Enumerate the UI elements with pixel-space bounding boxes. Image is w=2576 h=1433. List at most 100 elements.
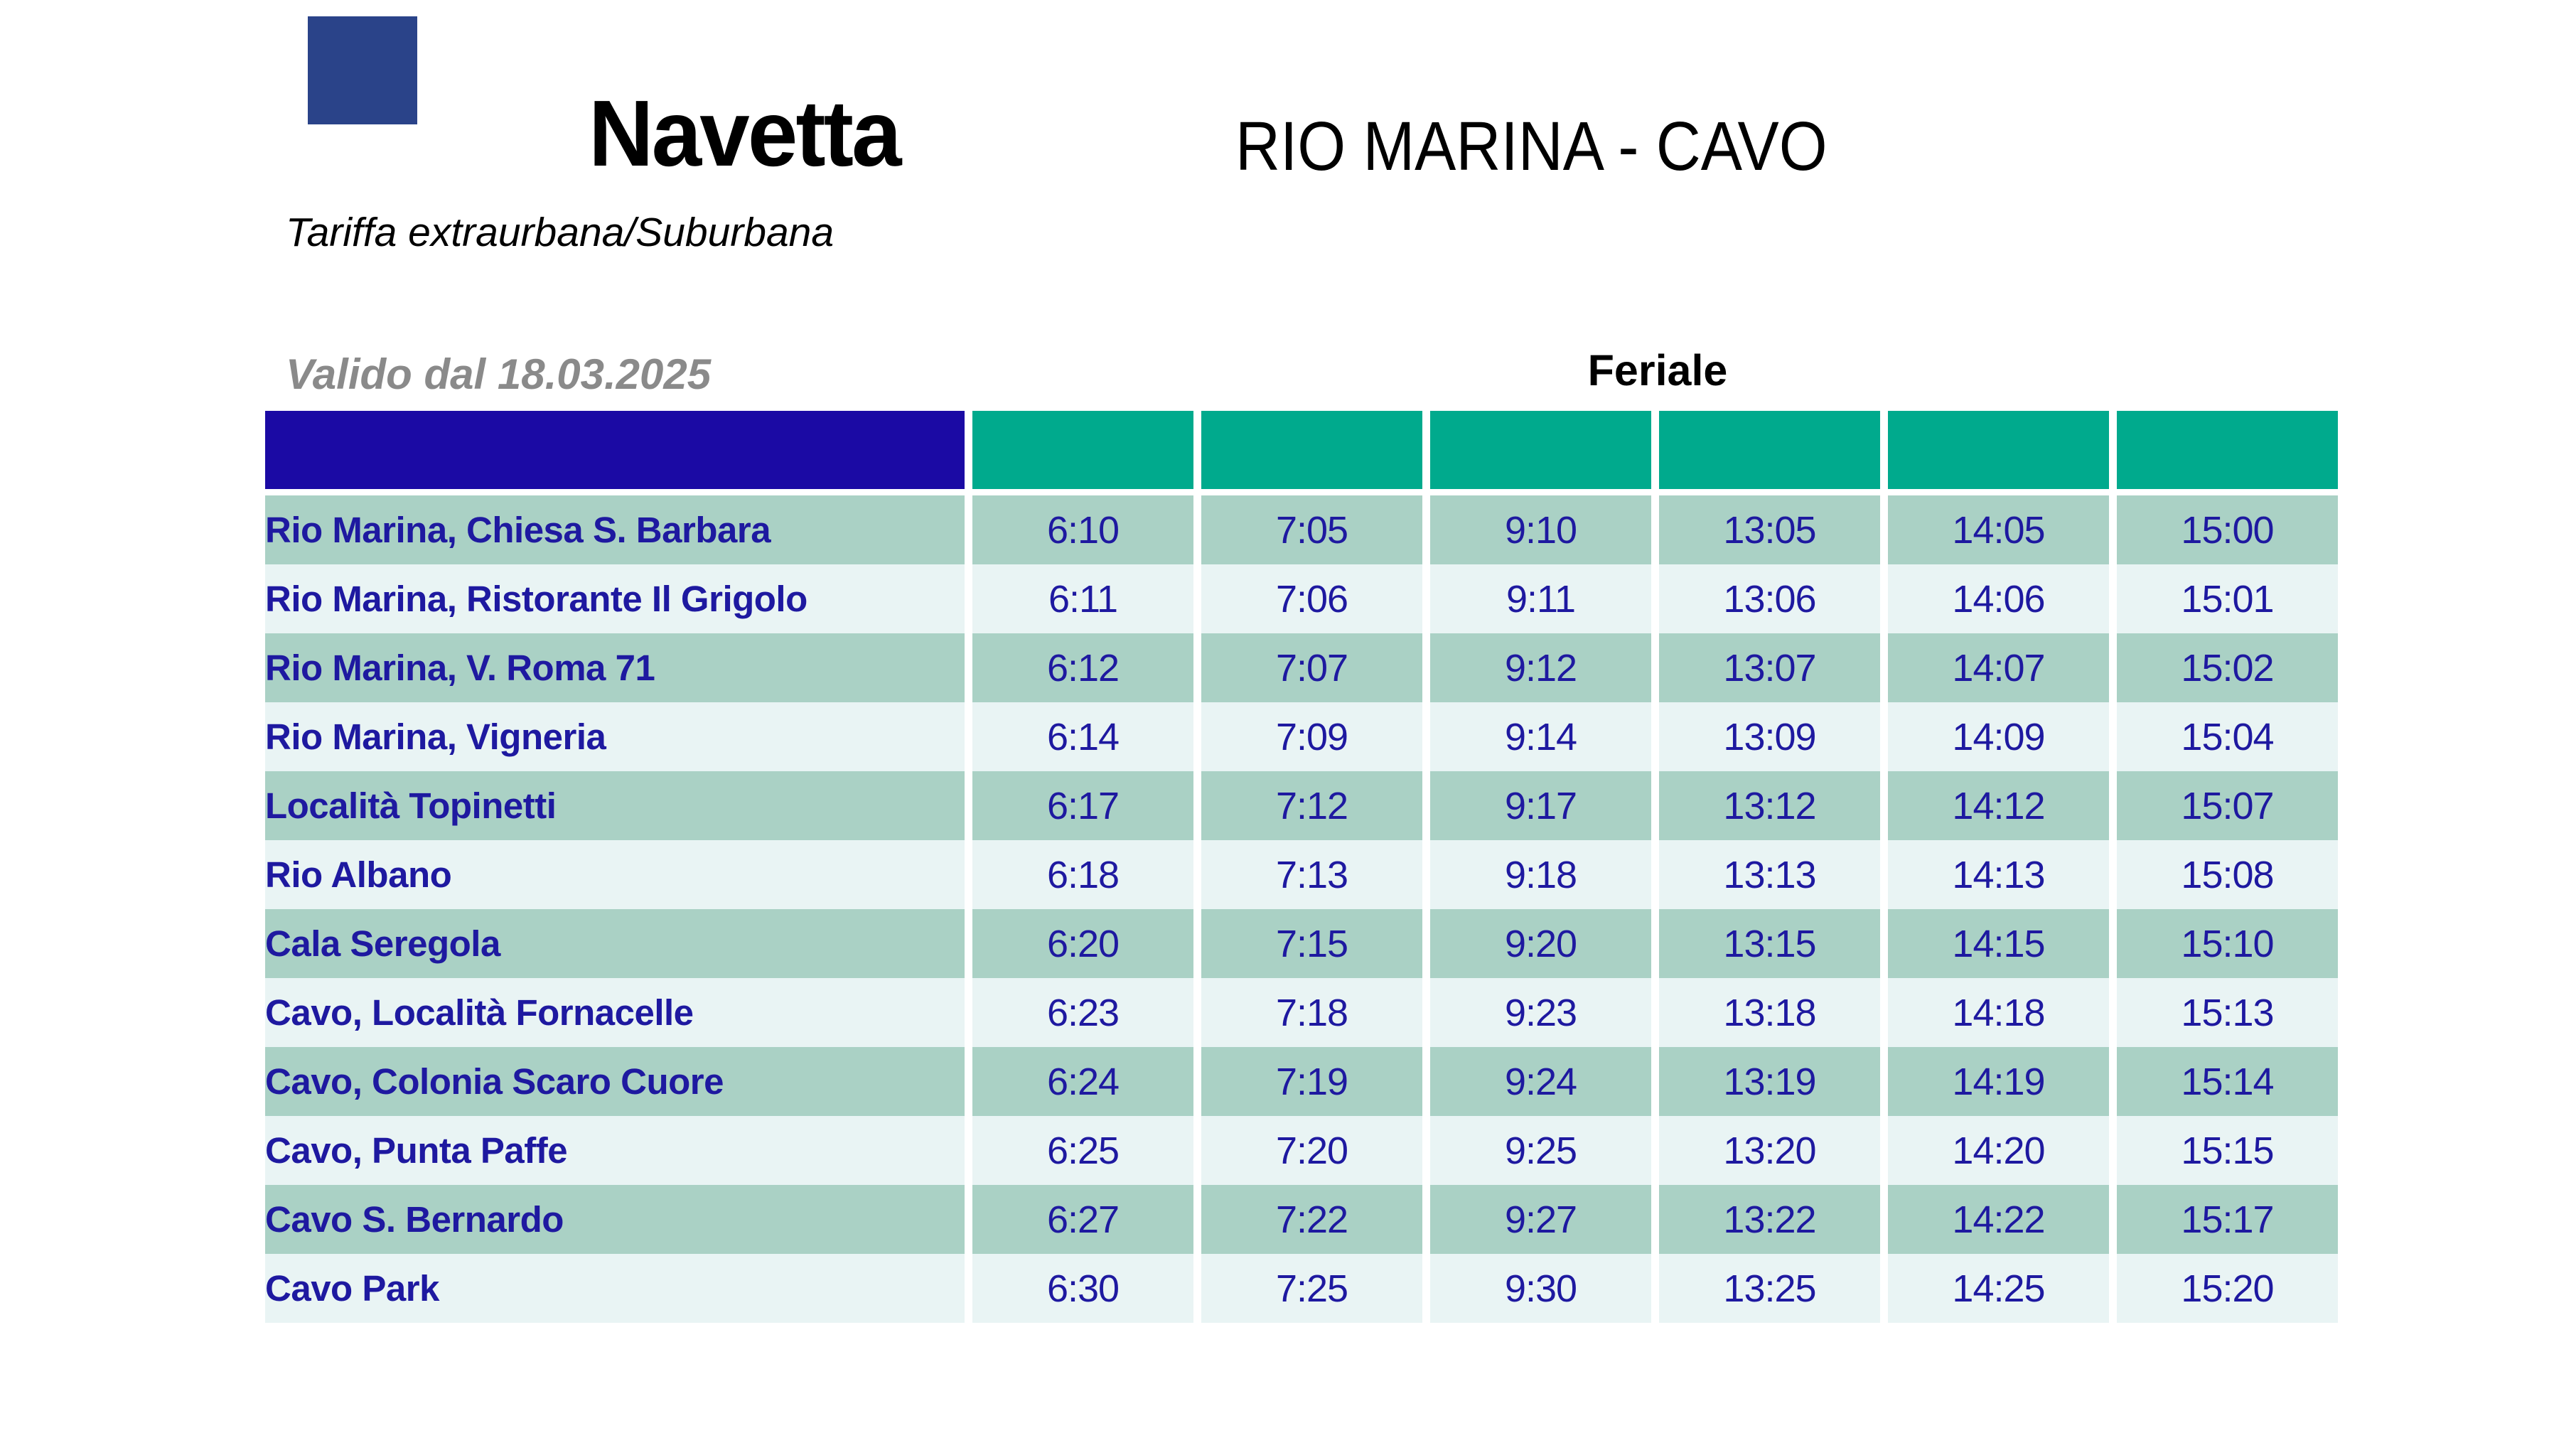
time-cell: 6:12 (972, 633, 1193, 702)
time-cell: 6:14 (972, 702, 1193, 771)
time-cell: 15:02 (2117, 633, 2338, 702)
time-cell: 15:04 (2117, 702, 2338, 771)
time-cell: 15:14 (2117, 1047, 2338, 1116)
time-cell: 13:06 (1659, 564, 1880, 633)
time-cell: 13:09 (1659, 702, 1880, 771)
time-cell: 14:05 (1888, 495, 2109, 564)
time-cell: 14:18 (1888, 978, 2109, 1047)
table-row: Rio Albano 6:18 7:13 9:18 13:13 14:13 15:08 (265, 840, 2338, 909)
time-column-header (2117, 411, 2338, 495)
time-cell: 14:15 (1888, 909, 2109, 978)
time-cell: 14:20 (1888, 1116, 2109, 1185)
time-cell: 15:01 (2117, 564, 2338, 633)
time-cell: 13:20 (1659, 1116, 1880, 1185)
time-cell: 9:20 (1430, 909, 1651, 978)
time-cell: 7:25 (1201, 1254, 1422, 1323)
time-cell: 7:12 (1201, 771, 1422, 840)
table-row: Cavo Park 6:30 7:25 9:30 13:25 14:25 15:20 (265, 1254, 2338, 1323)
stop-name-cell: Cala Seregola (265, 909, 965, 978)
time-cell: 13:15 (1659, 909, 1880, 978)
time-cell: 14:13 (1888, 840, 2109, 909)
time-cell: 9:23 (1430, 978, 1651, 1047)
time-cell: 15:17 (2117, 1185, 2338, 1254)
time-cell: 15:07 (2117, 771, 2338, 840)
stop-name-cell: Cavo, Colonia Scaro Cuore (265, 1047, 965, 1116)
table-row: Rio Marina, Ristorante Il Grigolo 6:11 7:0… (265, 564, 2338, 633)
stop-name-cell: Cavo, Località Fornacelle (265, 978, 965, 1047)
time-cell: 6:10 (972, 495, 1193, 564)
time-column-header (1201, 411, 1422, 495)
time-cell: 9:17 (1430, 771, 1651, 840)
time-cell: 14:06 (1888, 564, 2109, 633)
stop-name-cell: Cavo S. Bernardo (265, 1185, 965, 1254)
time-cell: 6:17 (972, 771, 1193, 840)
time-cell: 15:00 (2117, 495, 2338, 564)
time-cell: 7:06 (1201, 564, 1422, 633)
time-cell: 14:19 (1888, 1047, 2109, 1116)
time-cell: 15:15 (2117, 1116, 2338, 1185)
time-cell: 15:20 (2117, 1254, 2338, 1323)
time-cell: 7:13 (1201, 840, 1422, 909)
header-row (265, 411, 2338, 495)
time-cell: 9:14 (1430, 702, 1651, 771)
time-cell: 6:24 (972, 1047, 1193, 1116)
time-cell: 15:10 (2117, 909, 2338, 978)
time-column-header (1659, 411, 1880, 495)
time-cell: 14:12 (1888, 771, 2109, 840)
time-cell: 9:11 (1430, 564, 1651, 633)
time-cell: 7:15 (1201, 909, 1422, 978)
time-cell: 14:09 (1888, 702, 2109, 771)
time-cell: 9:30 (1430, 1254, 1651, 1323)
time-cell: 7:18 (1201, 978, 1422, 1047)
time-cell: 6:20 (972, 909, 1193, 978)
stop-name-cell: Località Topinetti (265, 771, 965, 840)
time-cell: 13:18 (1659, 978, 1880, 1047)
stop-name-cell: Rio Albano (265, 840, 965, 909)
time-cell: 6:18 (972, 840, 1193, 909)
time-cell: 7:20 (1201, 1116, 1422, 1185)
time-cell: 9:27 (1430, 1185, 1651, 1254)
table-row: Cavo, Località Fornacelle 6:23 7:18 9:23 13:… (265, 978, 2338, 1047)
time-cell: 9:25 (1430, 1116, 1651, 1185)
timetable: Rio Marina, Chiesa S. Barbara 6:10 7:05 9:1… (257, 411, 2346, 1323)
table-row: Cavo, Colonia Scaro Cuore 6:24 7:19 9:24 13:… (265, 1047, 2338, 1116)
time-cell: 13:05 (1659, 495, 1880, 564)
time-cell: 9:18 (1430, 840, 1651, 909)
table-row: Rio Marina, V. Roma 71 6:12 7:07 9:12 13:07 1… (265, 633, 2338, 702)
stop-name-cell: Cavo, Punta Paffe (265, 1116, 965, 1185)
time-cell: 15:13 (2117, 978, 2338, 1047)
time-cell: 6:25 (972, 1116, 1193, 1185)
time-cell: 6:27 (972, 1185, 1193, 1254)
valid-from-label: Valido dal 18.03.2025 (286, 350, 712, 398)
time-column-header (1430, 411, 1651, 495)
table-row: Rio Marina, Vigneria 6:14 7:09 9:14 13:09 14:… (265, 702, 2338, 771)
time-cell: 13:22 (1659, 1185, 1880, 1254)
stop-name-cell: Rio Marina, V. Roma 71 (265, 633, 965, 702)
page-title: Navetta (589, 81, 902, 186)
time-cell: 13:12 (1659, 771, 1880, 840)
day-type-label: Feriale (1587, 346, 1728, 395)
time-column-header (1888, 411, 2109, 495)
table-row: Rio Marina, Chiesa S. Barbara 6:10 7:05 9:1… (265, 495, 2338, 564)
table-row: Cavo, Punta Paffe 6:25 7:20 9:25 13:20 14:20 1… (265, 1116, 2338, 1185)
time-cell: 7:07 (1201, 633, 1422, 702)
stop-name-cell: Rio Marina, Vigneria (265, 702, 965, 771)
fare-subtitle: Tariffa extraurbana/Suburbana (286, 210, 834, 255)
time-cell: 14:25 (1888, 1254, 2109, 1323)
stop-name-cell: Cavo Park (265, 1254, 965, 1323)
table-row: Località Topinetti 6:17 7:12 9:17 13:12 14:12… (265, 771, 2338, 840)
operator-logo (308, 16, 417, 124)
time-cell: 7:05 (1201, 495, 1422, 564)
table-row: Cavo S. Bernardo 6:27 7:22 9:27 13:22 14:22 15… (265, 1185, 2338, 1254)
time-cell: 13:19 (1659, 1047, 1880, 1116)
timetable-body: Rio Marina, Chiesa S. Barbara 6:10 7:05 9:1… (265, 495, 2338, 1323)
time-cell: 13:13 (1659, 840, 1880, 909)
time-cell: 15:08 (2117, 840, 2338, 909)
time-cell: 9:12 (1430, 633, 1651, 702)
route-title: RIO MARINA - CAVO (1235, 107, 1828, 185)
time-cell: 13:07 (1659, 633, 1880, 702)
time-cell: 14:07 (1888, 633, 2109, 702)
time-cell: 6:30 (972, 1254, 1193, 1323)
time-cell: 14:22 (1888, 1185, 2109, 1254)
